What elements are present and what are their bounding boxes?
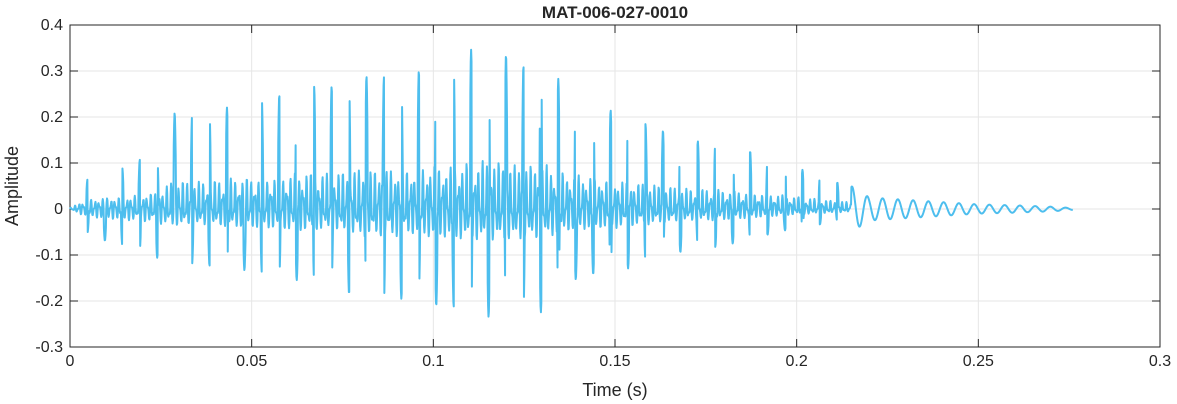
x-axis-label: Time (s) <box>582 380 647 400</box>
series-layer <box>69 48 1074 318</box>
x-tick-label: 0.05 <box>236 353 267 370</box>
waveform-series-line <box>69 48 1074 318</box>
y-axis-label: Amplitude <box>2 146 22 226</box>
y-tick-label: 0.2 <box>41 109 63 126</box>
y-tick-label: -0.2 <box>35 293 63 310</box>
y-tick-label: 0.4 <box>41 17 63 34</box>
y-tick-label: 0.3 <box>41 63 63 80</box>
y-tick-label: -0.3 <box>35 339 63 356</box>
axis-ticks: 0 0.05 0.1 0.15 0.2 0.25 0.3 -0.3 -0.2 -0.1 0 0.1 0.… <box>35 17 1171 370</box>
x-tick-label: 0 <box>66 353 75 370</box>
x-tick-label: 0.3 <box>1149 353 1171 370</box>
x-tick-label: 0.1 <box>422 353 444 370</box>
x-tick-label: 0.2 <box>786 353 808 370</box>
y-tick-label: 0 <box>54 201 63 218</box>
y-tick-label: -0.1 <box>35 247 63 264</box>
chart-title: MAT-006-027-0010 <box>542 3 688 22</box>
y-tick-label: 0.1 <box>41 155 63 172</box>
x-tick-label: 0.15 <box>599 353 630 370</box>
x-tick-label: 0.25 <box>963 353 994 370</box>
